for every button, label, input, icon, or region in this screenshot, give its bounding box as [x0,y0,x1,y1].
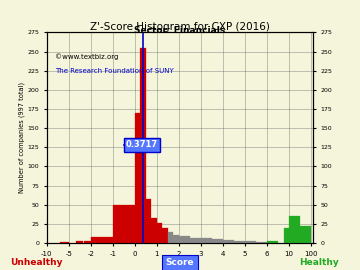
Title: Z'-Score Histogram for CXP (2016): Z'-Score Histogram for CXP (2016) [90,22,270,32]
Bar [289,216,300,243]
Text: Healthy: Healthy [299,258,338,267]
Bar [174,235,179,243]
Bar [168,232,174,243]
Text: Score: Score [166,258,194,267]
Bar [84,241,91,243]
Bar [267,241,278,243]
Y-axis label: Number of companies (997 total): Number of companies (997 total) [18,82,24,193]
Bar [190,238,201,243]
Bar [201,238,212,243]
Text: Unhealthy: Unhealthy [10,258,62,267]
Bar [157,223,162,243]
Text: The Research Foundation of SUNY: The Research Foundation of SUNY [55,68,174,74]
Bar [284,228,289,243]
Bar [162,228,168,243]
Text: Sector: Financials: Sector: Financials [134,26,226,35]
Text: 0.3717: 0.3717 [126,140,158,150]
Bar [245,241,256,243]
Bar [113,205,135,243]
Bar [135,113,140,243]
Bar [300,226,311,243]
Bar [140,48,146,243]
Bar [234,241,245,243]
Bar [146,198,151,243]
Bar [256,242,267,243]
Bar [64,242,69,243]
Bar [212,239,223,243]
Bar [76,241,84,243]
Text: ©www.textbiz.org: ©www.textbiz.org [55,53,118,60]
Bar [60,242,64,243]
Bar [91,237,113,243]
Bar [223,240,234,243]
Bar [152,218,157,243]
Bar [179,236,190,243]
